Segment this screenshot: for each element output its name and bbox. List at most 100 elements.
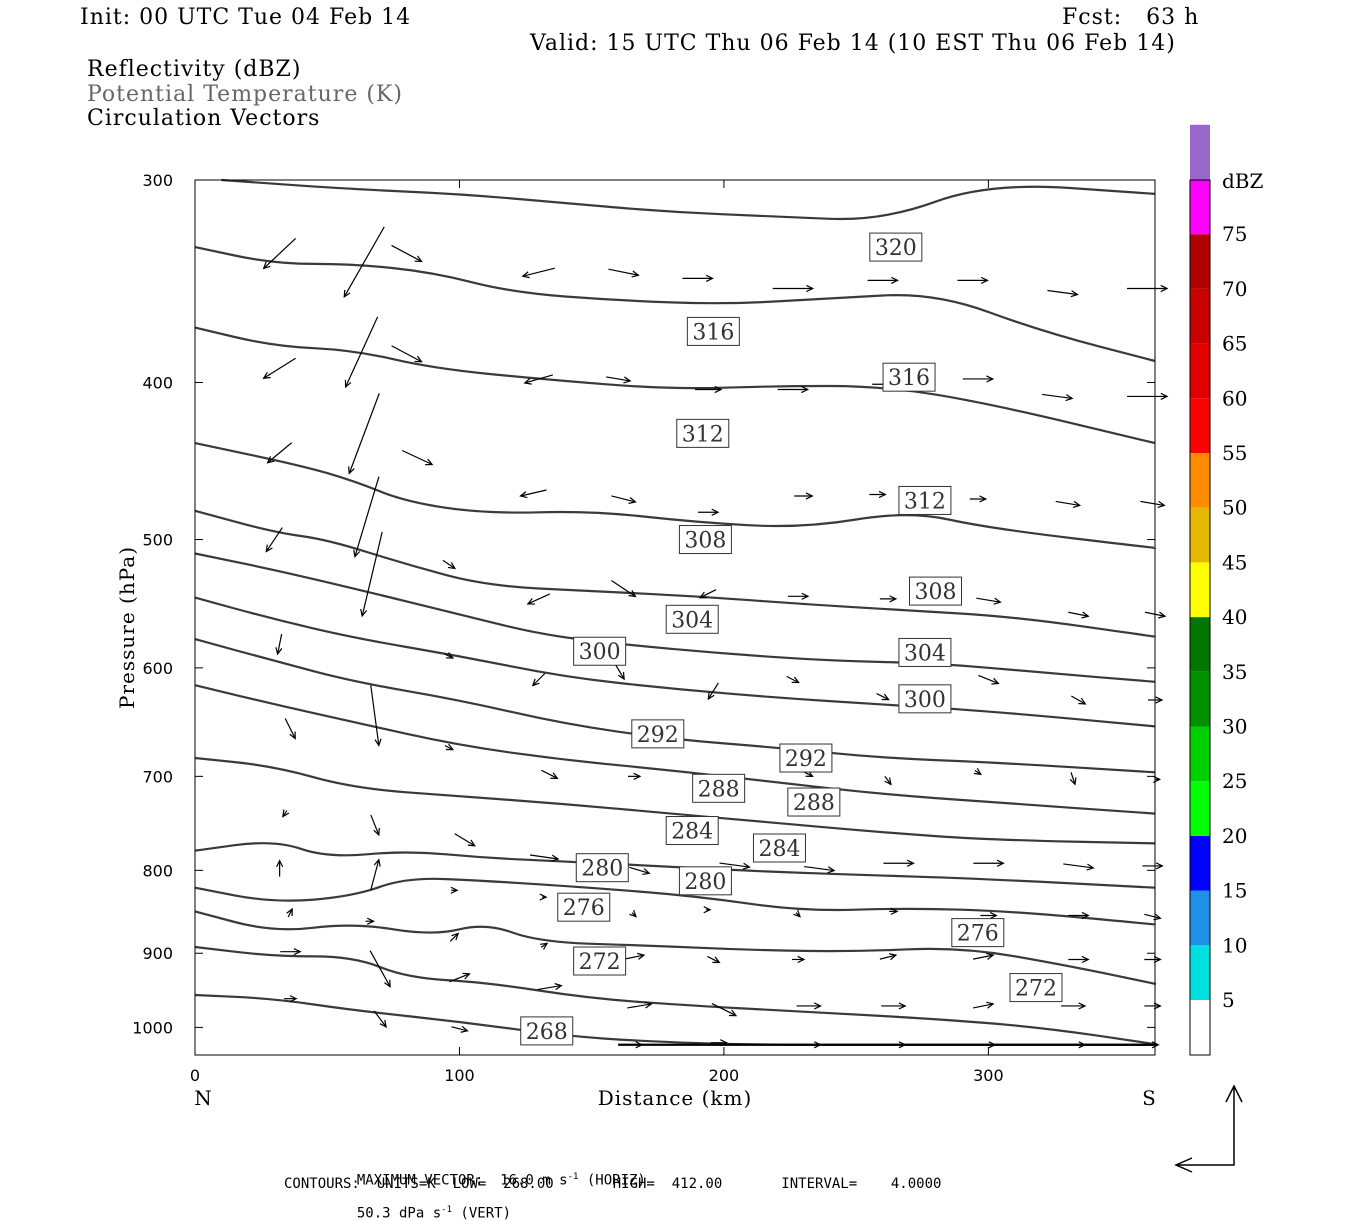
reference-vector-up-arrowhead [1225, 1084, 1243, 1103]
circulation-vector-head [805, 770, 814, 777]
circulation-vector [627, 1003, 652, 1009]
colorbar-label: 30 [1222, 715, 1247, 739]
circulation-vector-head [827, 866, 836, 874]
circulation-vector [277, 633, 283, 655]
contour-label: 284 [758, 837, 800, 862]
circulation-vector-head [445, 652, 455, 659]
colorbar-label: 45 [1222, 550, 1247, 574]
contour-label: 308 [684, 529, 726, 554]
circulation-vector-head [526, 598, 535, 605]
contour-label: 304 [671, 608, 713, 633]
reference-vector-left-arrowhead [1174, 1157, 1193, 1173]
circulation-vector-head [1078, 1041, 1087, 1049]
circulation-vector-head [1065, 394, 1074, 402]
circulation-vector-head [1078, 697, 1087, 705]
circulation-vector [1068, 611, 1089, 617]
circulation-vector-head [344, 379, 352, 389]
colorbar-label: 55 [1222, 441, 1247, 465]
circulation-vector [707, 955, 720, 964]
x-end-label-north: N [194, 1086, 212, 1110]
contour-label: 288 [698, 777, 740, 802]
x-axis-title: Distance (km) [598, 1086, 753, 1110]
circulation-vector-head [617, 672, 625, 681]
contour-label-box [686, 316, 740, 346]
circulation-vector-head [644, 1001, 653, 1009]
circulation-vector-head [705, 274, 714, 282]
theta-contour-line [194, 638, 1156, 774]
contour-label: 312 [682, 422, 724, 447]
colorbar-label: 20 [1222, 824, 1247, 848]
circulation-vector-head [379, 1019, 387, 1029]
circulation-vector-head [1155, 862, 1164, 870]
circulation-vector-head [813, 1002, 822, 1010]
circulation-vector-head [539, 893, 548, 901]
circulation-vector-head [384, 979, 391, 988]
theta-contour-line [194, 910, 1157, 985]
contour-labels: 320 316 316 312 312 308 308 304 304 300 300 292 292 2… [520, 232, 1063, 1046]
contour-label-box [573, 636, 627, 666]
colorbar-label: 5 [1222, 988, 1235, 1012]
circulation-vector [1055, 500, 1080, 507]
contour-label: 312 [904, 489, 946, 514]
circulation-vector-head [262, 261, 271, 270]
circulation-vector [263, 357, 296, 379]
x-tick-label: 300 [973, 1066, 1004, 1085]
theta-contour-line [221, 178, 1156, 221]
circulation-vector-head [635, 1041, 644, 1049]
circulation-vector [373, 1010, 387, 1028]
circulation-vector-head [996, 859, 1005, 867]
circulation-vector [354, 476, 380, 557]
circulation-vector-head [366, 917, 375, 925]
circulation-vector [786, 675, 799, 684]
max-vector-vert: 50.3 dPa s [356, 1205, 442, 1221]
circulation-vector [611, 579, 636, 597]
circulation-vector-head [353, 549, 361, 558]
colorbar-segment [1190, 453, 1210, 508]
reference-vector-lines [1178, 1088, 1235, 1166]
circulation-vector-head [1157, 500, 1166, 508]
contour-label: 308 [914, 580, 956, 605]
y-tick-label: 600 [142, 659, 173, 678]
circulation-vector-head [551, 854, 560, 862]
colorbar-label: 70 [1222, 277, 1247, 301]
theta-contour-line [194, 596, 1157, 728]
circulation-vector-head [797, 955, 806, 964]
circulation-vector-head [979, 495, 988, 503]
axes: 300 400 500 600 700 800 900 1000 0 100 200 300 N S Dis… [115, 171, 1156, 1110]
circulation-vector-head [712, 956, 721, 964]
circulation-vector-head [986, 952, 995, 960]
circulation-vector-head [986, 375, 995, 383]
circulation-vector-head [540, 942, 549, 950]
contour-label-box [898, 684, 952, 714]
circulation-vector-head [1081, 911, 1090, 920]
circulation-vector-head [289, 731, 296, 740]
circulation-vector-head [906, 859, 915, 867]
circulation-vector-head [1081, 955, 1090, 964]
circulation-vector [623, 954, 645, 960]
contour-label: 316 [888, 366, 930, 391]
reference-vector-arrows [1174, 1084, 1243, 1173]
circulation-vector-head [991, 677, 1000, 685]
contour-label: 300 [904, 688, 946, 713]
y-tick-label: 1000 [132, 1018, 173, 1037]
circulation-vector [449, 932, 459, 942]
colorbar-segment [1190, 343, 1210, 399]
x-tick-label: 100 [444, 1066, 475, 1085]
circulation-vector-head [993, 597, 1002, 605]
contour-label-box [869, 232, 923, 262]
y-tick-label: 800 [142, 861, 173, 880]
circulation-vector [537, 984, 562, 991]
contour-label-box [520, 1016, 574, 1046]
contour-label-box [951, 918, 1005, 948]
circulation-vector-head [275, 647, 283, 656]
circulation-vector-head [521, 271, 530, 279]
circulation-vector [361, 531, 383, 617]
circulation-vector-head [289, 995, 298, 1003]
circulation-vector [287, 908, 293, 918]
circulation-vector-head [445, 743, 455, 751]
circulation-vectors [262, 226, 1169, 1049]
circulation-vector-head [523, 377, 532, 385]
y-tick-label: 400 [142, 373, 173, 392]
contour-label: 284 [671, 820, 713, 845]
circulation-vector-head [554, 983, 563, 991]
